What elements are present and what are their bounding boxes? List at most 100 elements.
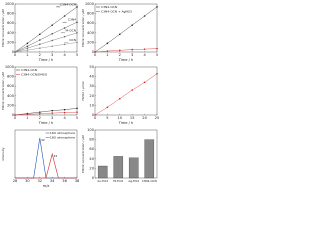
- x-tick-label: 10: [118, 116, 123, 120]
- series-line: [94, 6, 158, 53]
- data-point: [106, 50, 109, 52]
- x-axis-label: Time / h: [38, 58, 54, 62]
- x-tick-label: 25: [155, 116, 160, 120]
- x-tick-label: 36: [62, 179, 67, 183]
- data-point: [26, 49, 29, 51]
- data-point: [76, 107, 78, 110]
- y-axis-label: H2O2 concentration / μM: [81, 9, 85, 47]
- plot-frame: [94, 3, 158, 53]
- x-tick-label: 2: [39, 53, 41, 57]
- legend-label: OCN: [69, 38, 76, 42]
- x-tick-label: 3: [51, 116, 53, 120]
- x-tick-label: 38: [75, 179, 80, 183]
- series-line: [15, 152, 77, 179]
- x-tick-label: 4: [63, 53, 66, 57]
- x-tick-label: 5: [76, 116, 78, 120]
- y-tick-label: 50: [89, 65, 94, 69]
- data-point: [94, 51, 96, 53]
- x-tick-label: 5: [156, 53, 158, 57]
- y-tick-label: 800: [87, 12, 95, 16]
- y-axis-label: H2O2 / μmol: [81, 81, 85, 100]
- data-point: [63, 27, 66, 29]
- data-point: [119, 97, 121, 100]
- y-tick-label: 1000: [5, 65, 15, 69]
- y-tick-label: 1000: [5, 2, 15, 6]
- data-point: [143, 48, 146, 50]
- y-tick-label: 60: [89, 147, 94, 151]
- peak-label: 34: [53, 154, 57, 158]
- data-point: [76, 21, 78, 24]
- data-point: [51, 112, 53, 114]
- x-tick-label: 30: [25, 179, 30, 183]
- y-tick-label: 800: [7, 75, 15, 79]
- x-tick-label: 0: [94, 53, 97, 57]
- data-point: [26, 45, 29, 48]
- y-axis-label: H2O2 concentration / μM: [1, 9, 5, 47]
- data-point: [63, 43, 66, 46]
- x-tick-label: 3: [131, 53, 133, 57]
- plot-frame: [14, 66, 78, 116]
- bar: [113, 156, 124, 179]
- bar: [144, 139, 155, 179]
- y-tick-label: 200: [87, 40, 95, 44]
- x-tick-label: Ag-TiO2: [128, 179, 139, 183]
- data-point: [76, 6, 78, 8]
- data-point: [51, 32, 53, 35]
- series-line: [14, 108, 78, 116]
- data-point: [106, 106, 109, 109]
- legend-label: C3N4-OCN: [101, 5, 117, 9]
- x-tick-label: 2: [119, 53, 121, 57]
- x-tick-label: 28: [13, 179, 18, 183]
- data-point: [156, 47, 158, 50]
- data-point: [131, 24, 133, 26]
- legend-label: C3N4-OCN: [60, 2, 76, 6]
- y-tick-label: 80: [89, 138, 94, 142]
- y-tick-label: 200: [7, 103, 15, 107]
- data-point: [14, 114, 16, 116]
- y-tick-label: 600: [87, 21, 95, 25]
- data-point: [51, 45, 53, 48]
- y-tick-label: 20: [89, 166, 94, 170]
- y-tick-label: 0: [92, 50, 95, 54]
- y-tick-label: 40: [89, 157, 94, 161]
- plot-frame: [94, 129, 158, 179]
- bar: [128, 157, 139, 179]
- data-point: [39, 47, 41, 49]
- bar: [97, 165, 108, 179]
- plot-frame: [14, 3, 78, 53]
- data-point: [94, 114, 96, 116]
- series-line: [14, 32, 78, 53]
- data-point: [26, 42, 29, 45]
- series-line: [94, 48, 158, 53]
- x-tick-label: 5: [76, 53, 78, 57]
- data-point: [76, 32, 78, 34]
- data-point: [39, 39, 41, 41]
- y-tick-label: 0: [92, 113, 95, 117]
- peak-label: 32: [41, 138, 45, 142]
- x-axis-label: m/z: [43, 184, 50, 188]
- x-tick-label: 5: [106, 116, 108, 120]
- data-point: [26, 113, 29, 116]
- data-point: [131, 48, 133, 51]
- legend-label: C3N4-OCN/DMSO: [21, 73, 48, 77]
- data-point: [76, 111, 78, 113]
- data-point: [51, 24, 53, 26]
- y-tick-label: 200: [7, 40, 15, 44]
- y-tick-label: 1000: [85, 2, 95, 6]
- x-tick-label: 0: [14, 53, 17, 57]
- data-point: [63, 111, 66, 114]
- data-point: [143, 15, 146, 17]
- data-point: [39, 113, 41, 115]
- data-point: [63, 35, 66, 38]
- data-point: [106, 42, 109, 45]
- x-tick-label: 20: [142, 116, 147, 120]
- series-line: [14, 42, 78, 53]
- y-tick-label: 20: [89, 94, 94, 98]
- data-point: [143, 81, 146, 84]
- x-tick-label: 15: [130, 116, 135, 120]
- x-tick-label: Au-TiO2: [97, 179, 108, 183]
- legend-label: 18O atmosphere: [50, 136, 75, 140]
- y-tick-label: 40: [89, 75, 94, 79]
- y-tick-label: 0: [12, 50, 15, 54]
